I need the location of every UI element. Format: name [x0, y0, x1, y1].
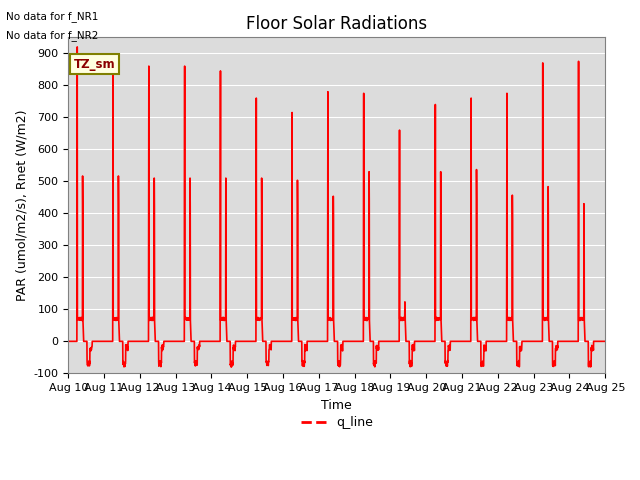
- Legend: q_line: q_line: [296, 411, 378, 434]
- Y-axis label: PAR (umol/m2/s), Rnet (W/m2): PAR (umol/m2/s), Rnet (W/m2): [15, 109, 28, 301]
- Text: No data for f_NR2: No data for f_NR2: [6, 30, 99, 41]
- Title: Floor Solar Radiations: Floor Solar Radiations: [246, 15, 428, 33]
- Text: TZ_sm: TZ_sm: [74, 58, 115, 71]
- X-axis label: Time: Time: [321, 398, 352, 412]
- Text: No data for f_NR1: No data for f_NR1: [6, 11, 99, 22]
